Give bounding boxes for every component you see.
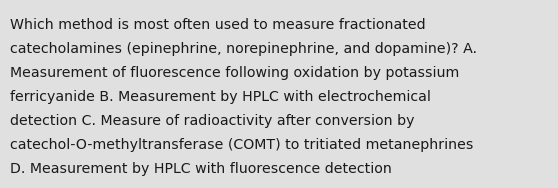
Text: catecholamines (epinephrine, norepinephrine, and dopamine)? A.: catecholamines (epinephrine, norepinephr…: [10, 42, 477, 56]
Text: Which method is most often used to measure fractionated: Which method is most often used to measu…: [10, 18, 426, 32]
Text: ferricyanide B. Measurement by HPLC with electrochemical: ferricyanide B. Measurement by HPLC with…: [10, 90, 431, 104]
Text: Measurement of fluorescence following oxidation by potassium: Measurement of fluorescence following ox…: [10, 66, 459, 80]
Text: catechol-O-methyltransferase (COMT) to tritiated metanephrines: catechol-O-methyltransferase (COMT) to t…: [10, 138, 473, 152]
Text: D. Measurement by HPLC with fluorescence detection: D. Measurement by HPLC with fluorescence…: [10, 162, 392, 176]
Text: detection C. Measure of radioactivity after conversion by: detection C. Measure of radioactivity af…: [10, 114, 415, 128]
